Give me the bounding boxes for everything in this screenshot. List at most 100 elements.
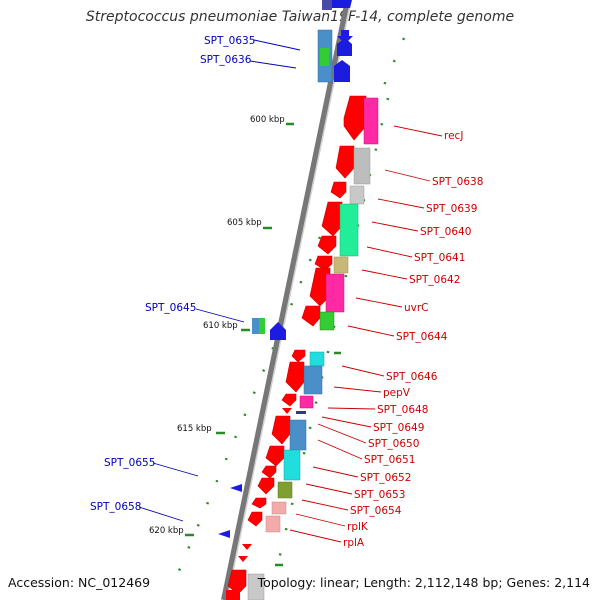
accession-text: Accession: NC_012469	[8, 575, 151, 590]
leader-spt0653	[305, 483, 353, 495]
gene-label-spt0652: SPT_0652	[360, 472, 411, 484]
feature-bar-reverse-top	[322, 0, 332, 10]
leader-spt0649	[321, 416, 372, 428]
gene-label-spt0639: SPT_0639	[426, 203, 477, 215]
feature-bar-spt0654	[271, 501, 287, 515]
feature-bar-bottom-1	[247, 573, 265, 600]
feature-bar-bottom-2	[226, 590, 240, 600]
genome-axis	[221, 0, 352, 600]
gene-arrow-spt0646	[291, 349, 306, 363]
feature-bar-pepv	[303, 365, 323, 395]
gene-label-spt0654: SPT_0654	[350, 505, 402, 517]
gene-arrow-spt0636-b	[337, 38, 352, 56]
gene-label-uvrc: uvrC	[404, 302, 429, 314]
gene-label-spt0638: SPT_0638	[432, 176, 483, 188]
leader-spt0636	[249, 60, 297, 69]
gene-arrow-spt0653	[257, 477, 275, 495]
feature-bar-spt0645-b	[259, 318, 265, 334]
leader-spt0639	[377, 198, 425, 209]
gene-arrow-spt0639	[330, 181, 347, 199]
gene-arrow-small-1	[242, 544, 252, 550]
gene-arrow-spt0650	[271, 415, 291, 445]
gene-label-recj: recJ	[444, 130, 463, 142]
forward-genes	[226, 95, 379, 600]
gene-label-spt0651: SPT_0651	[364, 454, 415, 466]
leader-spt0641	[366, 246, 413, 258]
feature-bar-spt0645	[252, 318, 260, 334]
leader-spt0646	[341, 365, 385, 377]
gene-label-rplk: rplK	[347, 521, 369, 533]
gene-label-spt0658: SPT_0658	[90, 501, 141, 513]
leader-pepv	[333, 386, 382, 393]
leader-spt0638	[384, 169, 431, 182]
gene-label-spt0645: SPT_0645	[145, 302, 196, 314]
kbp-ruler: 600 kbp 605 kbp 610 kbp 615 kbp 620 kbp	[149, 115, 341, 567]
gene-arrow-spt0636	[334, 60, 350, 82]
feature-bar-spt0642	[333, 256, 349, 274]
leader-spt0651	[317, 439, 363, 460]
gene-label-spt0642: SPT_0642	[409, 274, 460, 286]
gene-arrow-rplk	[247, 511, 263, 527]
feature-bar-spt0644	[319, 311, 335, 331]
feature-bar-spt0653	[277, 481, 293, 499]
gene-arrow-spt0651	[265, 445, 285, 467]
gene-label-spt0646: SPT_0646	[386, 371, 438, 383]
leader-spt0654	[301, 499, 349, 511]
reverse-genes	[218, 0, 353, 538]
axis-highlight	[226, 0, 352, 600]
kbp-label-620: 620 kbp	[149, 526, 184, 536]
gene-arrow-recj	[343, 95, 367, 141]
leader-uvrc	[355, 297, 403, 308]
leader-spt0645	[195, 308, 245, 323]
gene-label-spt0650: SPT_0650	[368, 438, 419, 450]
leader-recj	[393, 125, 443, 137]
gene-label-spt0635: SPT_0635	[204, 35, 255, 47]
kbp-label-600: 600 kbp	[250, 115, 285, 125]
feature-bar-spt0651	[283, 449, 301, 481]
gene-arrow-spt0645	[270, 322, 286, 340]
kbp-label-615: 615 kbp	[177, 424, 212, 434]
gene-arrow-spt0658	[218, 530, 230, 538]
feature-bar-spt0648	[299, 395, 314, 409]
leader-rpla	[289, 529, 342, 543]
feature-bar-spt0650	[289, 419, 307, 451]
feature-bar-uvrc	[325, 273, 345, 313]
gene-arrow-spt0640	[321, 201, 343, 237]
feature-bar-spt0636	[320, 48, 329, 66]
gene-arrow-bottom-1	[227, 569, 247, 595]
leader-spt0650	[317, 423, 367, 444]
feature-bar-spt0639	[349, 185, 365, 205]
leader-spt0640	[371, 221, 419, 232]
gene-label-spt0649: SPT_0649	[373, 422, 424, 434]
feature-bar-spt0646	[309, 351, 325, 367]
gene-arrow-pepv	[285, 361, 305, 393]
gene-arrow-spt0638	[335, 145, 355, 179]
gene-arrow-spt0648	[281, 393, 297, 407]
gene-label-spt0640: SPT_0640	[420, 226, 471, 238]
feature-bar-spt0649	[296, 411, 306, 414]
gene-arrow-spt0652	[261, 465, 277, 479]
feature-bar-rplk	[265, 515, 281, 533]
gene-arrow-spt0654	[251, 497, 267, 509]
gene-arrow-spt0641	[317, 235, 337, 255]
gene-arrow-spt0655	[230, 484, 242, 492]
gene-label-rpla: rplA	[343, 537, 365, 549]
gene-arrow-spt0644	[301, 305, 321, 327]
gene-arrow-reverse-top-1	[330, 0, 352, 8]
leader-spt0644	[347, 325, 395, 337]
gene-label-spt0636: SPT_0636	[200, 54, 252, 66]
genome-title: Streptococcus pneumoniae Taiwan19F-14, c…	[85, 9, 515, 25]
topology-text: Topology: linear; Length: 2,112,148 bp; …	[257, 575, 590, 590]
kbp-label-610: 610 kbp	[203, 321, 238, 331]
feature-bar-recj	[363, 97, 379, 145]
kbp-label-605: 605 kbp	[227, 218, 262, 228]
leader-rplk	[295, 513, 346, 527]
gene-label-spt0641: SPT_0641	[414, 252, 465, 264]
leader-spt0652	[312, 466, 359, 478]
gene-arrow-small-2	[238, 556, 248, 562]
forward-gene-labels: recJ SPT_0638 SPT_0639 SPT_0640 SPT_0641…	[343, 130, 483, 549]
gene-label-spt0644: SPT_0644	[396, 331, 448, 343]
label-leaders	[138, 39, 443, 543]
gene-label-spt0655: SPT_0655	[104, 457, 155, 469]
